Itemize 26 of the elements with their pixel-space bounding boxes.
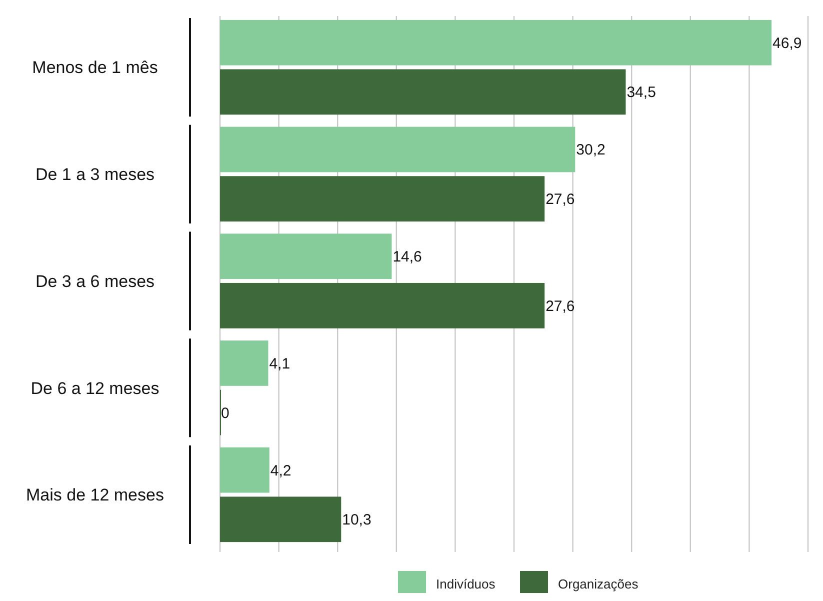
data-label: 27,6 bbox=[546, 298, 575, 315]
y-tick-label: Mais de 12 meses bbox=[26, 486, 164, 505]
data-label: 34,5 bbox=[626, 84, 656, 102]
bar bbox=[220, 20, 772, 66]
bar bbox=[220, 126, 576, 172]
y-tick-label: Menos de 1 mês bbox=[32, 58, 158, 78]
data-label: 14,6 bbox=[392, 248, 422, 266]
legend-label: Indivíduos bbox=[436, 576, 496, 592]
data-label: 10,3 bbox=[342, 512, 372, 529]
data-label: 27,6 bbox=[546, 191, 575, 208]
bar bbox=[220, 496, 342, 542]
bar bbox=[220, 69, 626, 115]
y-tick-label: De 1 a 3 meses bbox=[35, 165, 155, 184]
y-tick-label: De 6 a 12 meses bbox=[30, 378, 160, 398]
data-label: 4,1 bbox=[269, 355, 290, 372]
bar bbox=[220, 447, 270, 493]
y-tick-label: De 3 a 6 meses bbox=[35, 272, 155, 291]
data-label: 0 bbox=[221, 404, 230, 422]
data-label: 30,2 bbox=[576, 142, 606, 159]
bar bbox=[220, 282, 545, 328]
legend-label: Organizações bbox=[558, 576, 639, 592]
data-label: 4,2 bbox=[270, 462, 292, 480]
data-label: 46,9 bbox=[772, 34, 802, 52]
bar bbox=[220, 340, 268, 386]
bar bbox=[220, 234, 392, 280]
bar bbox=[220, 176, 545, 222]
